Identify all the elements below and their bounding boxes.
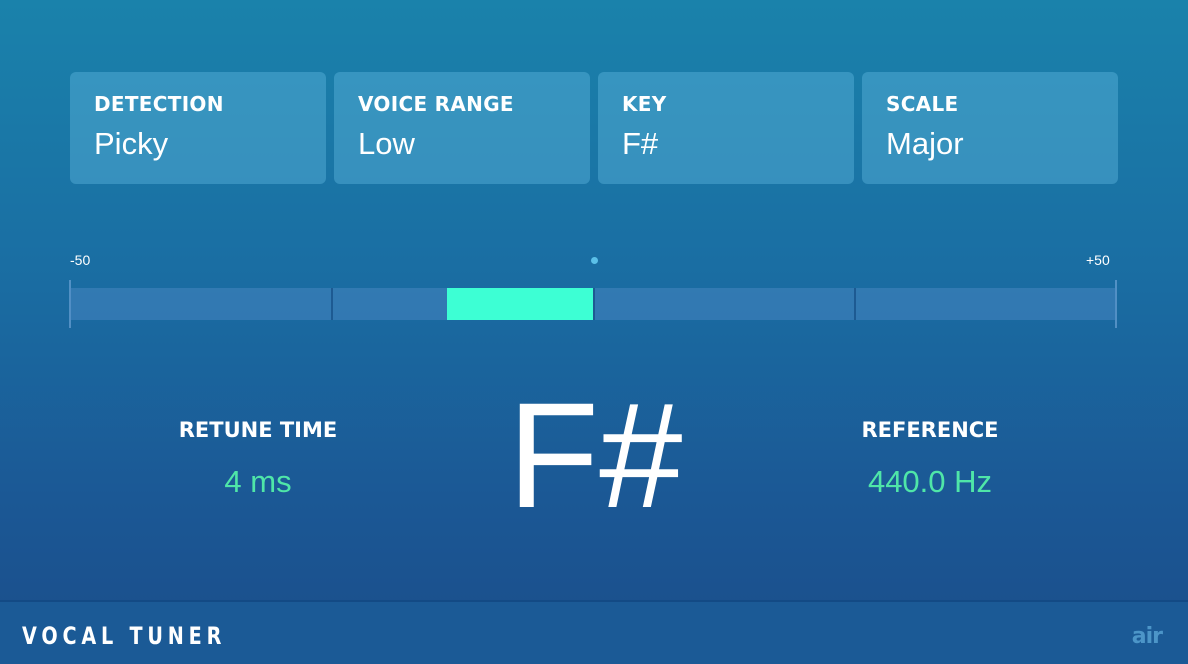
meter-divider [593,288,595,320]
setting-card-voice-range[interactable]: VOICE RANGE Low [334,72,590,184]
plugin-title: VOCAL TUNER [22,622,227,650]
retune-time-control[interactable]: RETUNE TIME 4 ms [108,418,408,500]
meter-divider [854,288,856,320]
voice-range-value: Low [358,126,415,161]
scale-value: Major [886,126,964,161]
detected-note: F# [507,371,683,539]
meter-divider [331,288,333,320]
detection-value: Picky [94,126,169,161]
key-label: KEY [622,92,667,116]
footer: VOCAL TUNER air [0,600,1188,664]
meter-max-label: +50 [1086,252,1110,268]
setting-card-scale[interactable]: SCALE Major [862,72,1118,184]
reference-label: REFERENCE [861,418,999,442]
meter-right-edge [1115,280,1117,328]
key-value: F# [622,126,659,161]
pitch-deviation-fill [446,288,593,320]
meter-left-edge [69,280,71,328]
voice-range-label: VOICE RANGE [358,92,514,116]
scale-label: SCALE [886,92,959,116]
setting-card-detection[interactable]: DETECTION Picky [70,72,326,184]
retune-time-value: 4 ms [224,464,292,499]
pitch-meter [70,288,1116,320]
air-logo: air [1131,624,1163,649]
center-indicator-dot [591,257,598,264]
detection-label: DETECTION [94,92,224,116]
meter-min-label: -50 [70,252,91,268]
reference-value: 440.0 Hz [867,464,993,499]
setting-card-key[interactable]: KEY F# [598,72,854,184]
retune-time-label: RETUNE TIME [178,418,338,442]
reference-control[interactable]: REFERENCE 440.0 Hz [780,418,1080,500]
